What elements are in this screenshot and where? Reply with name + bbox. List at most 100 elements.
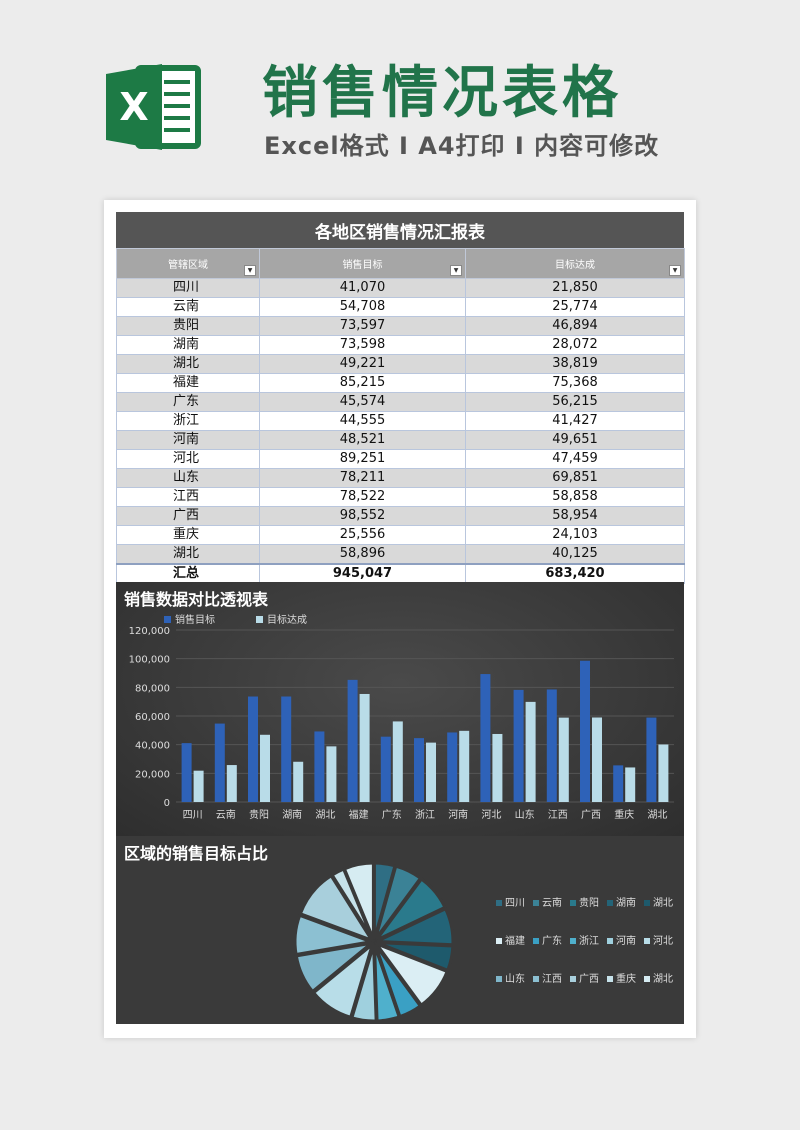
region-cell[interactable]: 湖北 [116,544,260,565]
table-body: 四川 41,070 21,850 云南 54,708 25,774 贵阳 73,597 46,8… [116,278,685,584]
bar-achieved [359,693,370,802]
pie-chart-title: 区域的销售目标占比 [124,844,269,863]
total-label[interactable]: 汇总 [116,563,260,584]
y-tick-label: 40,000 [135,741,170,752]
achieved-cell[interactable]: 58,858 [465,487,685,507]
target-cell[interactable]: 89,251 [259,449,466,469]
region-cell[interactable]: 湖南 [116,335,260,355]
achieved-cell[interactable]: 28,072 [465,335,685,355]
region-cell[interactable]: 福建 [116,373,260,393]
bar-target [480,674,491,802]
x-tick-label: 广西 [581,809,601,821]
achieved-cell[interactable]: 46,894 [465,316,685,336]
bar-target [646,717,657,802]
target-cell[interactable]: 73,597 [259,316,466,336]
region-cell[interactable]: 广西 [116,506,260,526]
bar-achieved [592,717,602,802]
bar-target [513,689,524,802]
target-cell[interactable]: 41,070 [259,278,466,298]
total-target[interactable]: 945,047 [259,563,466,584]
achieved-cell[interactable]: 47,459 [465,449,685,469]
region-cell[interactable]: 河北 [116,449,260,469]
region-cell[interactable]: 山东 [116,468,260,488]
region-cell[interactable]: 广东 [116,392,260,412]
legend-swatch [570,938,576,944]
bar-target [314,731,325,802]
x-tick-label: 云南 [216,808,236,821]
column-header-target: 销售目标 ▼ [259,248,466,279]
table-row: 广西 98,552 58,954 [116,506,685,526]
table-row: 四川 41,070 21,850 [116,278,685,298]
region-cell[interactable]: 云南 [116,297,260,317]
bar-chart-title: 销售数据对比透视表 [124,590,269,609]
table-row: 河北 89,251 47,459 [116,449,685,469]
target-cell[interactable]: 48,521 [259,430,466,450]
region-cell[interactable]: 河南 [116,430,260,450]
pie-slice [311,940,376,1020]
achieved-cell[interactable]: 24,103 [465,525,685,545]
target-cell[interactable]: 73,598 [259,335,466,355]
page-title: 销售情况表格 [262,61,622,126]
pie-slice [342,861,375,940]
region-cell[interactable]: 江西 [116,487,260,507]
table-row: 广东 45,574 56,215 [116,392,685,412]
region-cell[interactable]: 重庆 [116,525,260,545]
bar-target [414,738,424,802]
achieved-cell[interactable]: 25,774 [465,297,685,317]
achieved-cell[interactable]: 41,427 [465,411,685,431]
achieved-cell[interactable]: 56,215 [465,392,685,412]
achieved-cell[interactable]: 49,651 [465,430,685,450]
y-tick-label: 120,000 [129,626,170,637]
table-row: 山东 78,211 69,851 [116,468,685,488]
x-tick-label: 湖北 [647,809,667,821]
achieved-cell[interactable]: 58,954 [465,506,685,526]
legend-label: 目标达成 [267,614,307,626]
achieved-cell[interactable]: 40,125 [465,544,685,565]
region-cell[interactable]: 湖北 [116,354,260,374]
target-cell[interactable]: 85,215 [259,373,466,393]
achieved-cell[interactable]: 69,851 [465,468,685,488]
achieved-cell[interactable]: 21,850 [465,278,685,298]
target-cell[interactable]: 49,221 [259,354,466,374]
target-cell[interactable]: 44,555 [259,411,466,431]
total-achieved[interactable]: 683,420 [465,563,685,584]
region-cell[interactable]: 贵阳 [116,316,260,336]
legend-label: 广东 [542,934,562,947]
y-tick-label: 0 [164,798,170,809]
bar-achieved [459,730,470,802]
achieved-cell[interactable]: 75,368 [465,373,685,393]
filter-dropdown-icon[interactable]: ▼ [669,265,681,276]
page-subtitle: Excel格式 I A4打印 I 内容可修改 [264,132,660,160]
target-cell[interactable]: 98,552 [259,506,466,526]
bar-target [281,696,292,802]
target-cell[interactable]: 25,556 [259,525,466,545]
legend-label: 重庆 [616,972,636,985]
table-row: 浙江 44,555 41,427 [116,411,685,431]
table-row: 江西 78,522 58,858 [116,487,685,507]
logo-letter: X [119,85,148,129]
legend-swatch [533,976,539,982]
table-title: 各地区销售情况汇报表 [116,212,684,248]
target-cell[interactable]: 58,896 [259,544,466,565]
filter-dropdown-icon[interactable]: ▼ [244,265,256,276]
target-cell[interactable]: 78,211 [259,468,466,488]
target-cell[interactable]: 45,574 [259,392,466,412]
x-tick-label: 湖南 [282,808,302,821]
bar-achieved [392,721,403,802]
bar-achieved [525,701,536,802]
target-cell[interactable]: 54,708 [259,297,466,317]
region-cell[interactable]: 浙江 [116,411,260,431]
region-cell[interactable]: 四川 [116,278,260,298]
legend-swatch [607,976,613,982]
legend-swatch [570,900,576,906]
legend-label: 湖北 [653,897,673,909]
target-cell[interactable]: 78,522 [259,487,466,507]
table-row: 湖南 73,598 28,072 [116,335,685,355]
filter-dropdown-icon[interactable]: ▼ [450,265,462,276]
bar-achieved [226,765,237,802]
legend-label: 四川 [505,898,525,909]
bar-target [248,696,258,802]
achieved-cell[interactable]: 38,819 [465,354,685,374]
table-row: 湖北 58,896 40,125 [116,544,685,565]
